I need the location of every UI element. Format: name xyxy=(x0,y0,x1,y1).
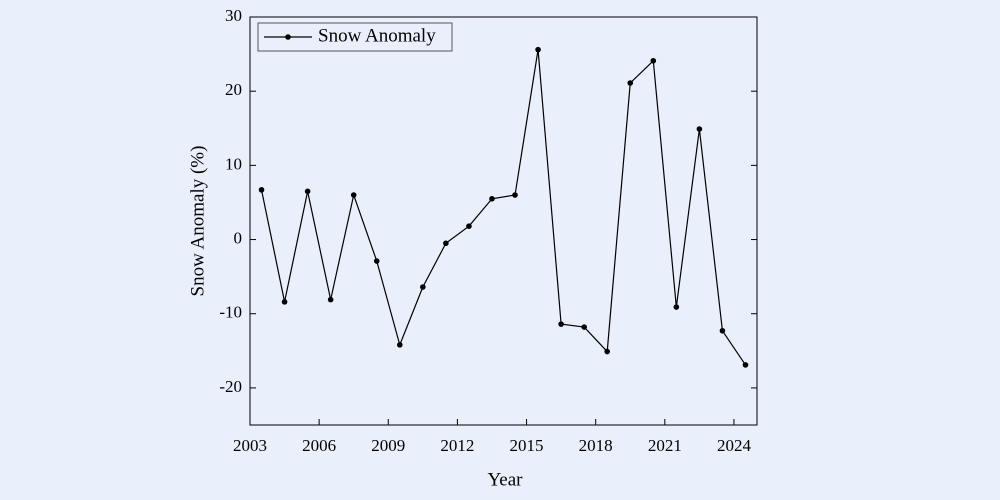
point xyxy=(420,284,426,290)
legend-box xyxy=(257,22,453,52)
point xyxy=(581,324,587,330)
point xyxy=(350,192,357,198)
point xyxy=(696,126,703,132)
point xyxy=(258,187,265,193)
x-tick-label: 2015 xyxy=(510,436,544,455)
x-tick-label: 2021 xyxy=(648,436,682,455)
x-tick-label: 2003 xyxy=(233,436,267,455)
y-tick-label: 20 xyxy=(225,80,242,99)
legend-marker xyxy=(285,34,291,40)
point xyxy=(719,327,726,334)
point xyxy=(742,362,749,368)
y-tick-label: -10 xyxy=(219,303,242,322)
point xyxy=(466,223,472,229)
legend-label: Snow Anomaly xyxy=(318,25,436,46)
x-tick-label: 2009 xyxy=(371,436,405,455)
point xyxy=(373,258,380,264)
point xyxy=(327,296,334,303)
point xyxy=(443,240,449,247)
point xyxy=(627,80,634,86)
y-tick-label: 0 xyxy=(234,228,243,247)
x-tick-label: 2024 xyxy=(717,436,752,455)
point xyxy=(304,188,311,195)
x-tick-label: 2018 xyxy=(579,436,613,455)
x-tick-label: 2012 xyxy=(440,436,474,455)
point xyxy=(512,192,518,198)
series-line xyxy=(260,49,746,366)
plot-frame xyxy=(249,16,758,426)
point xyxy=(535,46,541,53)
y-tick-label: -20 xyxy=(219,377,242,396)
point xyxy=(558,321,564,327)
x-tick-label: 2006 xyxy=(302,436,336,455)
x-axis-title: Year xyxy=(487,469,523,490)
point xyxy=(489,195,495,202)
y-tick-label: 30 xyxy=(225,6,242,25)
point xyxy=(396,342,403,348)
point xyxy=(604,348,611,355)
y-axis-title: Snow Anomaly (%) xyxy=(187,146,208,297)
point xyxy=(650,57,657,64)
point xyxy=(673,304,680,310)
point xyxy=(281,299,288,305)
y-tick-label: 10 xyxy=(225,154,242,173)
